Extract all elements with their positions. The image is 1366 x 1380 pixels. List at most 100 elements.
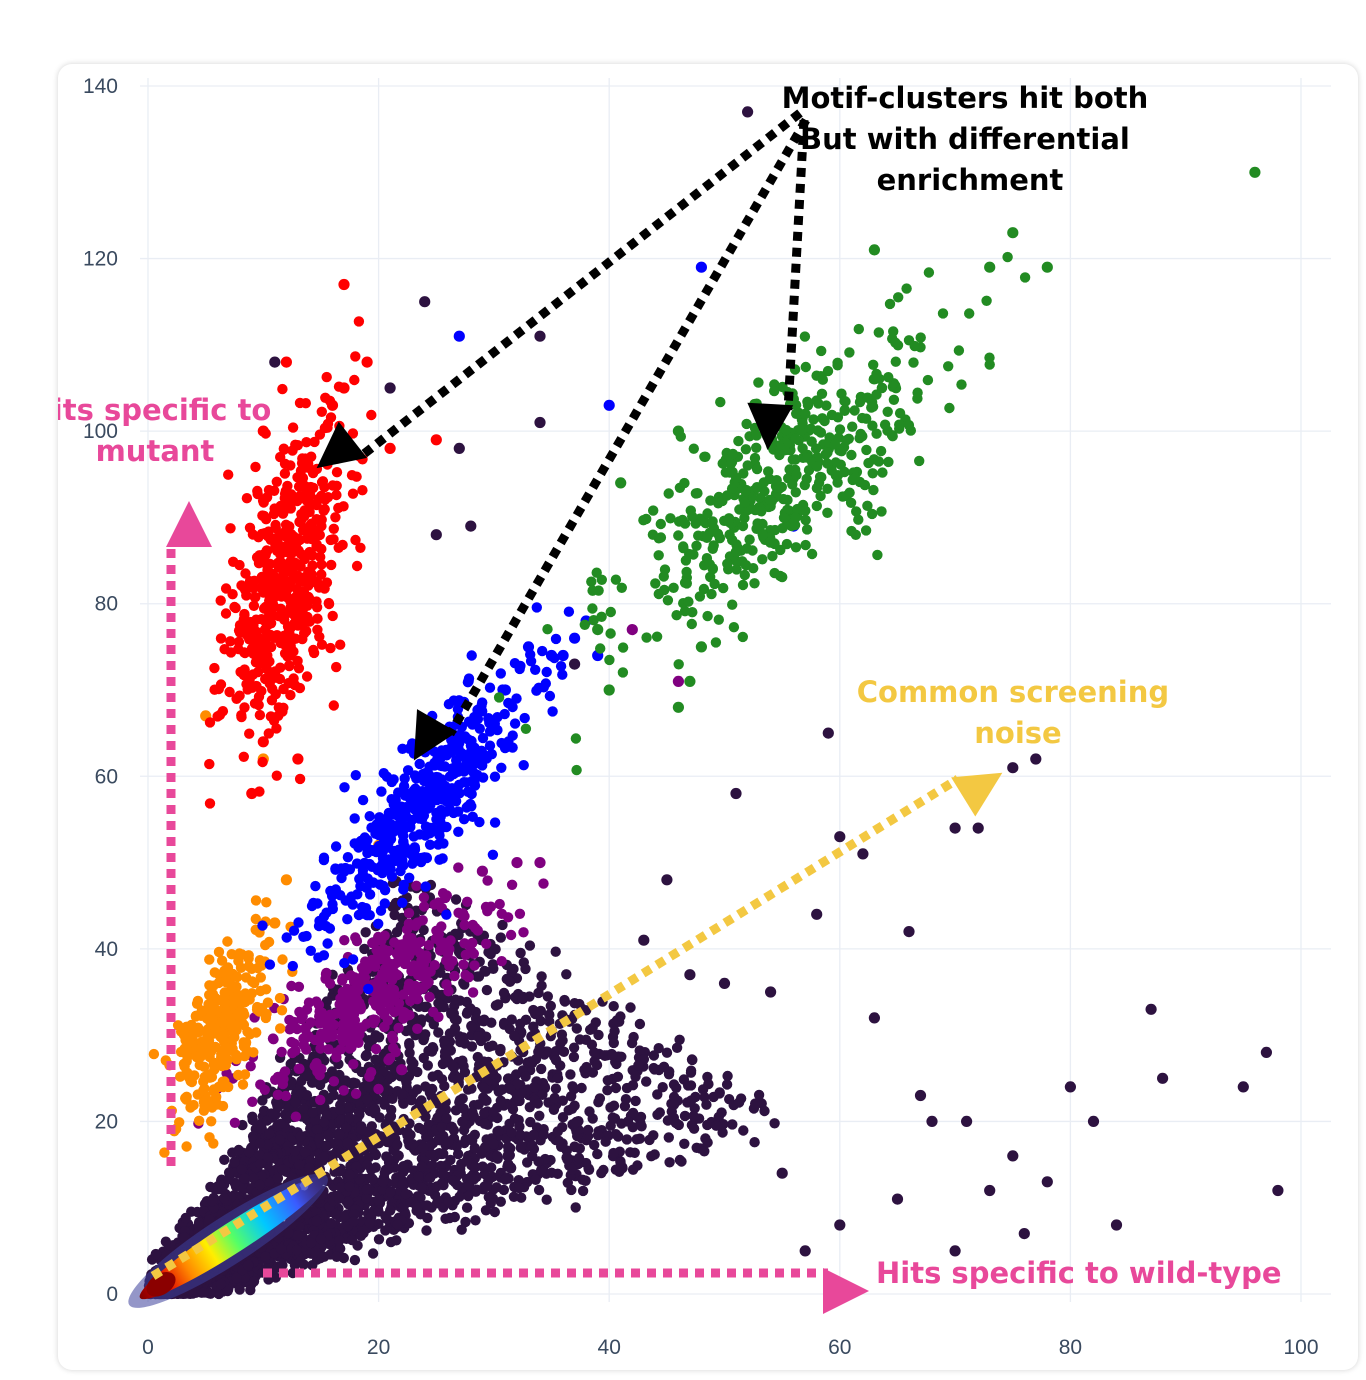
scatter-point: [550, 1055, 562, 1066]
scatter-point: [408, 960, 419, 971]
scatter-point: [289, 1145, 301, 1157]
scatter-point: [1157, 1072, 1169, 1084]
scatter-point: [291, 1244, 302, 1256]
scatter-point: [323, 1044, 334, 1055]
scatter-point: [492, 712, 503, 723]
scatter-point: [389, 1178, 401, 1189]
scatter-point: [190, 1011, 202, 1022]
scatter-point: [467, 937, 478, 949]
scatter-point: [545, 1000, 556, 1012]
scatter-point: [312, 1124, 323, 1135]
scatter-point: [205, 1011, 216, 1022]
scatter-point: [459, 919, 470, 931]
scatter-point: [465, 740, 477, 751]
scatter-point: [283, 1227, 294, 1239]
scatter-point: [534, 1043, 545, 1054]
scatter-point: [381, 1151, 392, 1162]
scatter-point: [194, 1059, 205, 1071]
scatter-point: [446, 763, 458, 774]
scatter-point: [275, 1118, 286, 1130]
scatter-point: [336, 1026, 348, 1037]
scatter-point: [487, 849, 499, 860]
scatter-point: [610, 1082, 622, 1094]
scatter-point: [528, 1082, 540, 1093]
scatter-point: [530, 664, 541, 675]
scatter-point: [233, 636, 245, 648]
scatter-point: [513, 1175, 524, 1186]
scatter-point: [620, 1094, 632, 1105]
scatter-point: [387, 1033, 399, 1045]
scatter-point: [466, 650, 477, 661]
scatter-point: [450, 994, 461, 1005]
scatter-point: [292, 1230, 303, 1241]
scatter-point: [460, 949, 471, 960]
scatter-point: [388, 822, 399, 834]
scatter-point: [497, 738, 508, 749]
scatter-point: [418, 1033, 430, 1044]
scatter-point: [514, 908, 526, 919]
scatter-point: [416, 1182, 427, 1193]
scatter-point: [517, 993, 528, 1005]
scatter-point: [310, 1246, 321, 1258]
scatter-point: [310, 880, 321, 892]
scatter-point: [288, 925, 300, 936]
scatter-point: [502, 1150, 513, 1162]
scatter-point: [638, 934, 650, 946]
scatter-point: [496, 956, 507, 967]
scatter-point: [330, 863, 341, 874]
scatter-point: [448, 1125, 460, 1136]
scatter-point: [203, 1035, 215, 1046]
scatter-point: [254, 1158, 266, 1170]
scatter-point: [489, 771, 501, 782]
scatter-point: [481, 1095, 492, 1106]
scatter-point: [384, 382, 396, 394]
scatter-point: [522, 1157, 533, 1168]
scatter-point: [290, 1097, 301, 1108]
scatter-point: [344, 1181, 355, 1192]
scatter-point: [436, 822, 447, 834]
scatter-point: [357, 794, 369, 806]
scatter-point: [495, 1046, 506, 1057]
scatter-point: [533, 1184, 545, 1196]
scatter-point: [267, 1033, 279, 1044]
scatter-point: [150, 1248, 161, 1260]
scatter-point: [286, 980, 297, 992]
scatter-point: [687, 1054, 698, 1066]
scatter-point: [420, 830, 431, 841]
scatter-point: [635, 1111, 647, 1123]
scatter-point: [421, 954, 432, 965]
scatter-point: [427, 1160, 438, 1171]
scatter-point: [250, 461, 261, 473]
scatter-point: [222, 936, 233, 947]
scatter-point: [429, 760, 440, 771]
scatter-point: [322, 1023, 333, 1034]
scatter-point: [420, 1081, 431, 1092]
scatter-point: [481, 1181, 492, 1193]
scatter-point: [321, 907, 332, 918]
scatter-point: [688, 1110, 699, 1122]
scatter-point: [409, 804, 420, 815]
scatter-point: [160, 1236, 172, 1247]
scatter-point: [350, 770, 361, 781]
scatter-point: [234, 1284, 245, 1295]
scatter-point: [466, 1021, 477, 1033]
scatter-point: [857, 848, 869, 860]
scatter-point: [437, 1058, 449, 1070]
scatter-point: [487, 1040, 498, 1051]
scatter-point: [611, 1015, 623, 1026]
scatter-point: [627, 1122, 638, 1133]
scatter-point: [417, 1142, 429, 1154]
scatter-point: [373, 1083, 384, 1095]
scatter-point: [538, 1129, 549, 1140]
scatter-point: [616, 1118, 627, 1129]
scatter-point: [489, 817, 501, 828]
scatter-point: [483, 713, 494, 724]
scatter-point: [749, 1137, 760, 1148]
scatter-point: [401, 924, 413, 935]
scatter-point: [478, 1082, 489, 1093]
scatter-point: [331, 489, 342, 501]
scatter-point: [548, 1104, 560, 1116]
scatter-point: [307, 1107, 318, 1118]
scatter-point: [301, 1090, 313, 1101]
